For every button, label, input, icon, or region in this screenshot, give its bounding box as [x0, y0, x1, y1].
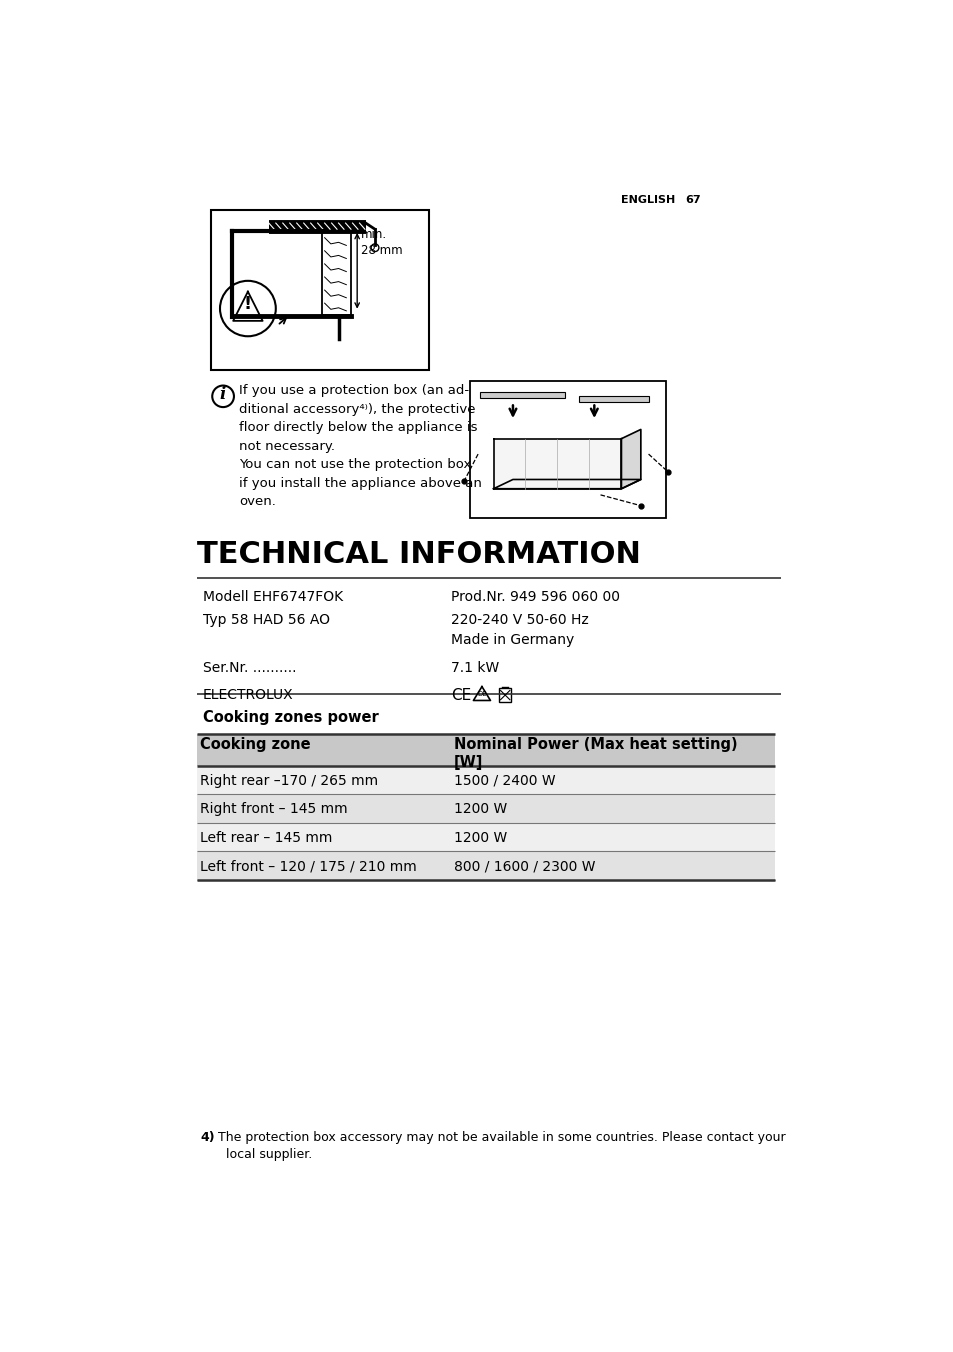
Bar [196, 734, 774, 767]
Circle shape [371, 243, 378, 251]
Text: Modell EHF6747FOK: Modell EHF6747FOK [203, 591, 343, 604]
Text: The protection box accessory may not be available in some countries. Please cont: The protection box accessory may not be … [213, 1130, 784, 1161]
Text: DE: DE [476, 691, 486, 696]
Bar [321, 228, 351, 315]
Text: Typ 58 HAD 56 AO: Typ 58 HAD 56 AO [203, 614, 330, 627]
Bar [578, 396, 648, 403]
Text: 1200 W: 1200 W [454, 830, 507, 845]
Polygon shape [493, 480, 640, 488]
Text: Made in Germany: Made in Germany [451, 634, 574, 648]
Text: Right front – 145 mm: Right front – 145 mm [199, 802, 347, 817]
Text: Ser.Nr. ..........: Ser.Nr. .......... [203, 661, 296, 675]
Text: Cooking zones power: Cooking zones power [203, 711, 378, 726]
Text: Right rear –170 / 265 mm: Right rear –170 / 265 mm [199, 773, 377, 788]
Text: 220-240 V 50-60 Hz: 220-240 V 50-60 Hz [451, 614, 588, 627]
Text: 800 / 1600 / 2300 W: 800 / 1600 / 2300 W [454, 859, 595, 873]
Text: ELECTROLUX: ELECTROLUX [203, 688, 294, 702]
Text: Prod.Nr. 949 596 060 00: Prod.Nr. 949 596 060 00 [451, 591, 619, 604]
Text: 4): 4) [200, 1130, 215, 1144]
Text: 1200 W: 1200 W [454, 802, 507, 817]
Bar [196, 767, 774, 795]
Text: TECHNICAL INFORMATION: TECHNICAL INFORMATION [196, 539, 640, 569]
Text: Left front – 120 / 175 / 210 mm: Left front – 120 / 175 / 210 mm [199, 859, 416, 873]
Bar [196, 795, 774, 823]
Text: !: ! [244, 295, 252, 312]
Text: i: i [220, 387, 226, 403]
Bar [498, 688, 511, 702]
Text: 7.1 kW: 7.1 kW [451, 661, 498, 675]
Text: 67: 67 [684, 195, 700, 204]
Text: CE: CE [451, 688, 471, 703]
Text: ENGLISH: ENGLISH [620, 195, 675, 204]
Polygon shape [620, 430, 640, 488]
Bar [211, 210, 429, 370]
Text: Cooking zone: Cooking zone [199, 737, 310, 753]
Polygon shape [493, 438, 620, 488]
Bar [196, 823, 774, 852]
Text: 1500 / 2400 W: 1500 / 2400 W [454, 773, 555, 788]
Bar [479, 392, 564, 397]
Text: min.
28 mm: min. 28 mm [360, 228, 402, 257]
Bar [196, 852, 774, 880]
Text: If you use a protection box (an ad-
ditional accessory⁴⁾), the protective
floor : If you use a protection box (an ad- diti… [239, 384, 482, 508]
Text: Left rear – 145 mm: Left rear – 145 mm [199, 830, 332, 845]
Bar [470, 381, 665, 518]
Text: Nominal Power (Max heat setting)
[W]: Nominal Power (Max heat setting) [W] [454, 737, 737, 771]
